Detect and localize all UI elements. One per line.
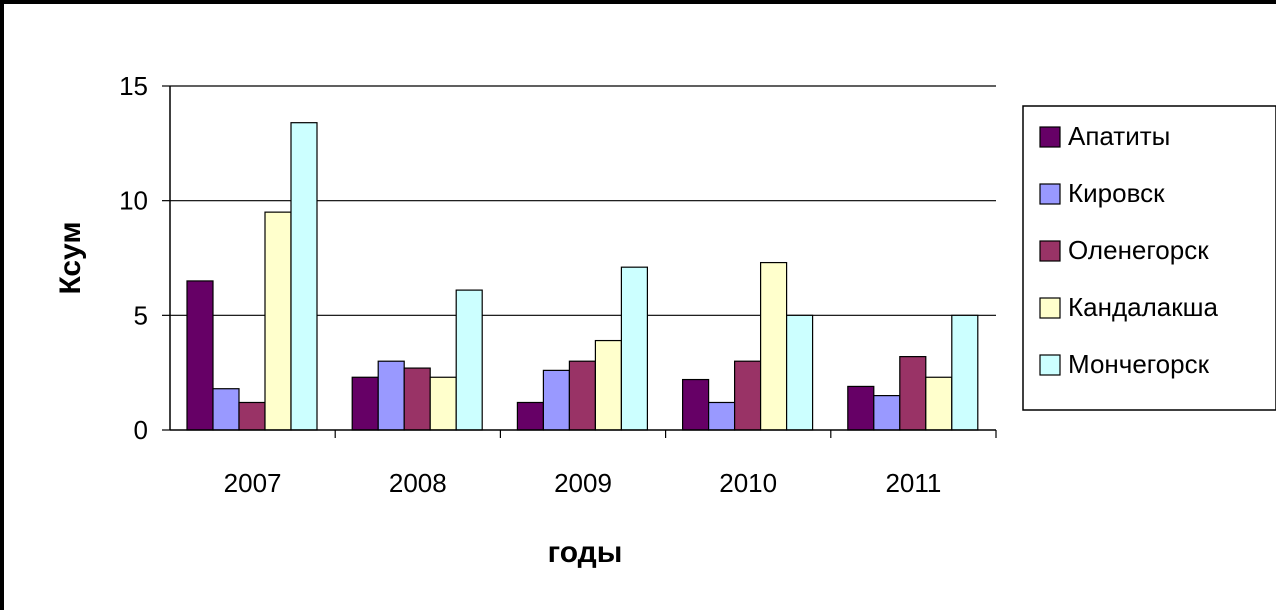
legend-label: Мончегорск bbox=[1068, 349, 1210, 379]
legend-label: Апатиты bbox=[1068, 121, 1170, 151]
y-tick-label: 15 bbox=[119, 71, 148, 101]
bar bbox=[290, 122, 318, 431]
bar bbox=[351, 376, 379, 431]
y-tick-label: 0 bbox=[134, 415, 148, 445]
legend-label: Кандалакша bbox=[1068, 292, 1218, 322]
bar bbox=[542, 369, 571, 431]
x-tick-label: 2011 bbox=[885, 468, 941, 498]
bar bbox=[925, 376, 953, 431]
bar bbox=[455, 289, 483, 431]
legend-box bbox=[1022, 105, 1276, 411]
bar bbox=[403, 367, 431, 431]
bar bbox=[951, 314, 979, 431]
x-tick-label: 2008 bbox=[389, 468, 447, 498]
legend-swatch bbox=[1039, 240, 1061, 262]
x-tick-label: 2007 bbox=[224, 468, 282, 498]
bar bbox=[568, 360, 597, 431]
y-tick-label: 5 bbox=[134, 300, 148, 330]
bar bbox=[594, 339, 623, 431]
legend-label: Оленегорск bbox=[1068, 235, 1209, 265]
y-axis-title: Ксум bbox=[54, 221, 87, 294]
bar bbox=[899, 356, 927, 431]
x-axis-title: годы bbox=[548, 536, 623, 569]
bar bbox=[681, 378, 710, 431]
bar bbox=[186, 280, 214, 431]
axes bbox=[162, 85, 997, 438]
bar bbox=[516, 401, 545, 431]
bar bbox=[707, 401, 736, 431]
legend-swatch bbox=[1039, 297, 1061, 319]
legend: Апатиты Кировск Оленегорск Кандалакша Мончег… bbox=[1022, 105, 1276, 411]
x-tick-label: 2009 bbox=[554, 468, 612, 498]
bar bbox=[264, 211, 292, 431]
bar bbox=[785, 314, 814, 431]
legend-swatch bbox=[1039, 354, 1061, 376]
x-tick-label: 2010 bbox=[719, 468, 777, 498]
bar-group bbox=[186, 122, 979, 431]
y-tick-label: 10 bbox=[119, 186, 148, 216]
bar bbox=[873, 395, 901, 431]
x-tick-labels: 2007 2008 2009 2010 2011 bbox=[224, 468, 942, 498]
bar bbox=[238, 401, 266, 431]
bar bbox=[377, 360, 405, 431]
bar bbox=[733, 360, 762, 431]
bar bbox=[212, 388, 240, 431]
bar bbox=[620, 266, 649, 431]
y-tick-labels: 0 5 10 15 bbox=[119, 71, 148, 445]
bar bbox=[759, 261, 788, 431]
legend-swatch bbox=[1039, 126, 1061, 148]
bar bbox=[847, 385, 875, 431]
bar bbox=[429, 376, 457, 431]
legend-label: Кировск bbox=[1068, 178, 1165, 208]
legend-swatch bbox=[1039, 183, 1061, 205]
